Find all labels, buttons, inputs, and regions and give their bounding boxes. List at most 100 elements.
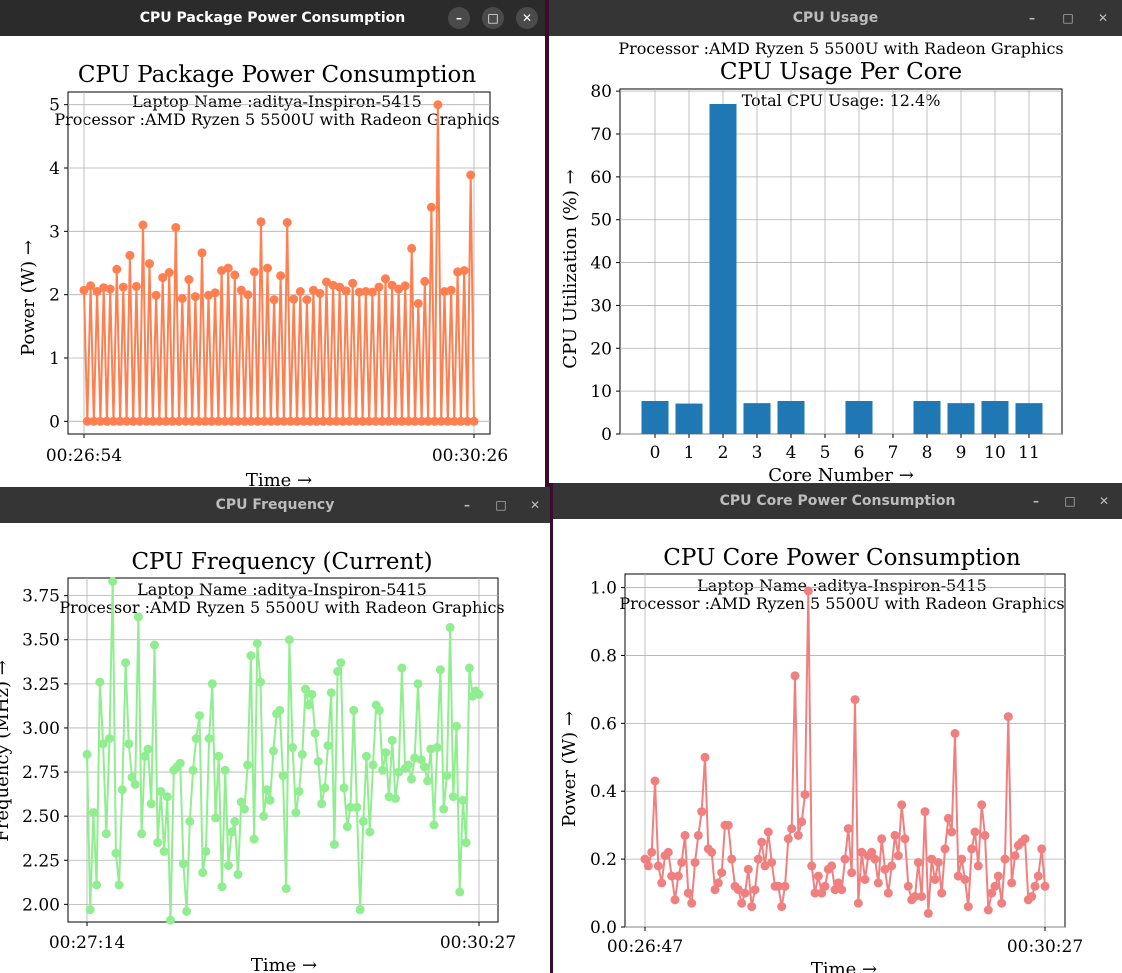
data-point: [780, 881, 790, 891]
usage-close-button[interactable]: ✕: [1097, 11, 1109, 25]
data-point: [445, 622, 455, 632]
data-point: [92, 880, 102, 890]
data-point: [326, 688, 336, 698]
data-point: [105, 734, 114, 743]
data-point: [400, 281, 410, 291]
data-point: [272, 416, 282, 426]
data-point: [297, 749, 307, 759]
y-tick-label: 0: [49, 412, 60, 432]
data-point: [456, 416, 466, 426]
data-point: [223, 263, 233, 273]
data-point: [967, 844, 977, 854]
data-point: [367, 287, 377, 297]
data-point: [663, 847, 673, 857]
data-point: [162, 792, 172, 802]
annotation-processor: Processor :AMD Ryzen 5 5500U with Radeon…: [54, 110, 499, 129]
bar: [641, 401, 669, 434]
data-point: [246, 651, 256, 661]
data-point: [469, 416, 479, 426]
usage-maximize-button[interactable]: □: [1062, 11, 1074, 25]
data-point: [150, 640, 159, 650]
package-titlebar[interactable]: CPU Package Power Consumption – □ ✕: [0, 0, 545, 36]
data-point: [690, 858, 700, 867]
data-point: [145, 259, 154, 269]
data-point: [275, 705, 285, 715]
data-point: [166, 915, 175, 925]
annotation-laptop: Laptop Name :aditya-Inspiron-5415: [132, 92, 422, 111]
core-minimize-button[interactable]: –: [1033, 494, 1039, 508]
data-point: [361, 287, 371, 296]
data-point: [797, 817, 807, 827]
data-point: [787, 824, 797, 834]
data-point: [993, 871, 1003, 881]
annotation-laptop: Laptop Name :aditya-Inspiron-5415: [137, 580, 427, 599]
package-close-button[interactable]: ✕: [516, 7, 538, 29]
data-point: [870, 854, 880, 864]
y-tick-label: 3.50: [22, 631, 60, 651]
data-point: [82, 416, 92, 426]
data-point: [737, 898, 747, 908]
data-point: [419, 762, 429, 772]
data-point: [128, 416, 138, 426]
data-point: [833, 878, 843, 888]
data-point: [269, 295, 279, 305]
data-point: [249, 834, 259, 844]
y-tick-label: 3.25: [22, 675, 60, 695]
data-point: [115, 416, 125, 426]
data-point: [723, 820, 733, 830]
x-tick-label-start: 00:26:47: [607, 937, 683, 957]
data-point: [266, 416, 276, 426]
frequency-close-button[interactable]: ✕: [529, 498, 541, 512]
data-point: [118, 282, 128, 292]
chart-title: CPU Usage Per Core: [720, 59, 962, 85]
data-point: [161, 416, 171, 426]
data-point: [429, 820, 439, 830]
data-point: [650, 776, 660, 786]
data-point: [883, 888, 893, 898]
data-point: [435, 665, 445, 675]
data-point: [433, 100, 443, 110]
y-tick-label: 0.6: [590, 714, 617, 734]
core-close-button[interactable]: ✕: [1098, 494, 1110, 508]
x-tick-label: 9: [956, 443, 967, 463]
bar: [675, 403, 703, 434]
data-point: [246, 416, 256, 426]
data-point: [448, 792, 458, 802]
package-minimize-button[interactable]: –: [448, 7, 470, 29]
data-point: [101, 829, 111, 839]
data-point: [233, 416, 243, 426]
data-point: [127, 772, 137, 782]
data-point: [95, 677, 105, 687]
data-point: [313, 757, 323, 766]
frequency-minimize-button[interactable]: –: [464, 498, 470, 512]
frequency-maximize-button[interactable]: □: [495, 498, 507, 512]
data-point: [210, 288, 220, 298]
data-point: [151, 290, 161, 300]
core-maximize-button[interactable]: □: [1064, 494, 1076, 508]
data-point: [474, 689, 484, 699]
data-point: [893, 851, 903, 861]
package-maximize-button[interactable]: □: [482, 7, 504, 29]
data-point: [207, 679, 217, 689]
data-point: [973, 861, 983, 871]
data-point: [940, 844, 950, 854]
core-titlebar[interactable]: CPU Core Power Consumption – □ ✕: [553, 483, 1122, 519]
data-point: [403, 760, 413, 770]
package-power-chart: CPU Package Power Consumption Laptop Nam…: [18, 62, 508, 487]
data-point: [364, 416, 374, 426]
data-point: [185, 816, 195, 826]
data-point: [338, 416, 348, 426]
data-point: [187, 416, 197, 426]
data-point: [860, 875, 870, 884]
data-point: [990, 881, 1000, 891]
y-tick-label: 0.8: [590, 646, 617, 666]
data-point: [810, 888, 820, 898]
usage-minimize-button[interactable]: –: [1029, 11, 1035, 25]
frequency-titlebar[interactable]: CPU Frequency – □ ✕: [0, 487, 550, 523]
data-point: [1030, 881, 1040, 891]
usage-titlebar[interactable]: CPU Usage – □ ✕: [549, 0, 1122, 36]
data-point: [79, 285, 89, 295]
y-tick-label: 2.75: [22, 763, 60, 783]
bar: [743, 403, 771, 434]
data-point: [122, 416, 132, 426]
